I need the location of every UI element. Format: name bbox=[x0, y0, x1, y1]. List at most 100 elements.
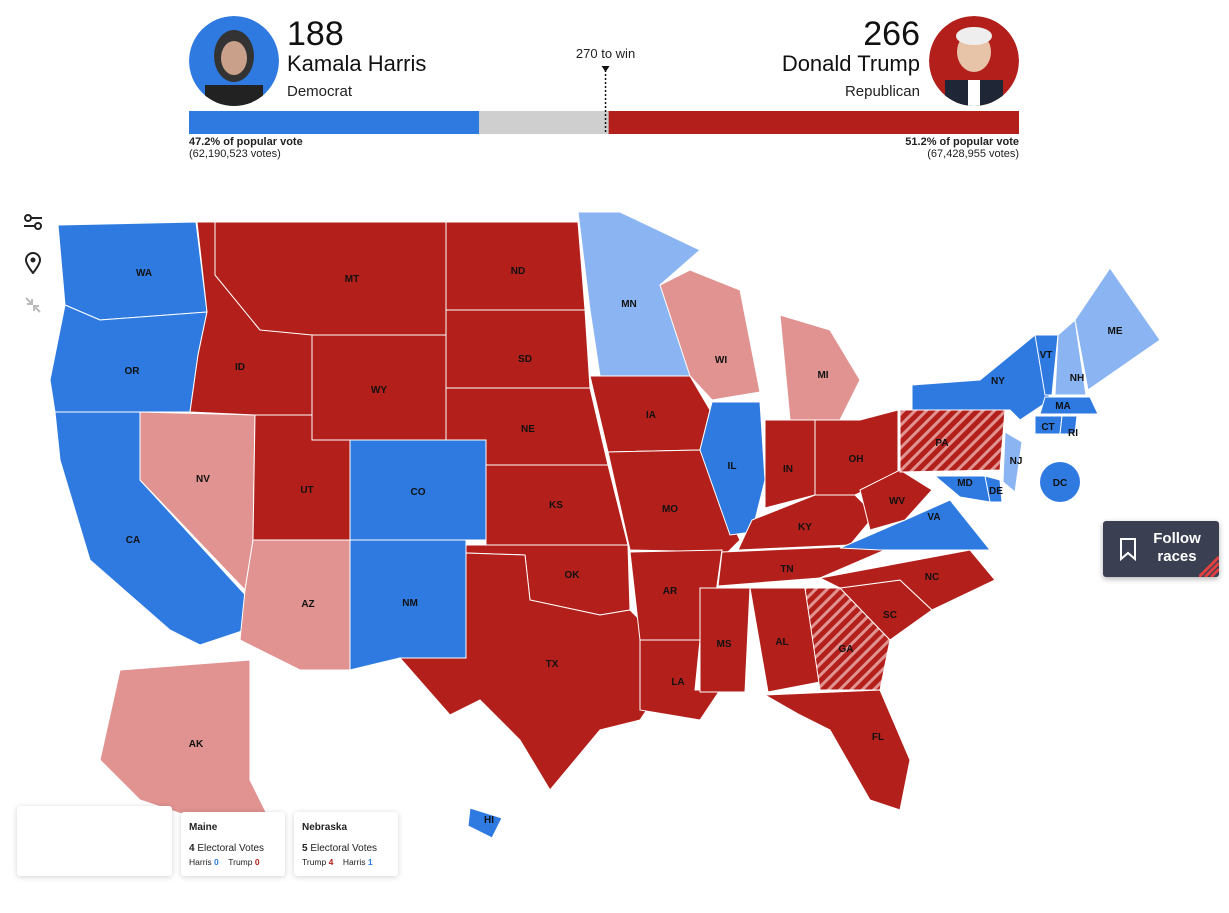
state-label: DC bbox=[1053, 478, 1067, 489]
state-label: CO bbox=[411, 487, 426, 498]
state bbox=[839, 499, 992, 551]
state-label: LA bbox=[671, 677, 684, 688]
location-button[interactable] bbox=[18, 248, 48, 278]
state-label: ME bbox=[1108, 326, 1123, 337]
nebraska-harris-n: 1 bbox=[367, 857, 373, 867]
state-label: DE bbox=[989, 486, 1003, 497]
state-label: WY bbox=[371, 385, 387, 396]
state-label: CT bbox=[1041, 422, 1054, 433]
state bbox=[717, 545, 887, 587]
state-label: TN bbox=[780, 564, 793, 575]
state bbox=[699, 587, 751, 693]
state-label: NY bbox=[991, 376, 1005, 387]
nebraska-ev: 5 Electoral Votes bbox=[302, 843, 377, 854]
state bbox=[859, 469, 933, 531]
state-label: MI bbox=[817, 370, 828, 381]
state bbox=[57, 221, 208, 321]
maine-ev-label: Electoral Votes bbox=[197, 843, 265, 854]
state-label: WV bbox=[889, 496, 905, 507]
state-label: IA bbox=[646, 410, 656, 421]
state-label: MT bbox=[345, 274, 359, 285]
state-label: RI bbox=[1068, 428, 1078, 439]
state-label: GA bbox=[839, 644, 854, 655]
state-label: SC bbox=[883, 610, 897, 621]
state bbox=[899, 409, 1006, 473]
filter-button[interactable] bbox=[18, 207, 48, 237]
state-label: MA bbox=[1055, 401, 1071, 412]
win-label: 270 to win bbox=[576, 46, 635, 61]
maine-harris: Harris bbox=[189, 857, 212, 867]
state bbox=[99, 659, 271, 831]
state-label: AL bbox=[775, 637, 788, 648]
state-label: MO bbox=[662, 504, 678, 515]
nebraska-trump-n: 4 bbox=[328, 857, 334, 867]
state-label: NV bbox=[196, 474, 210, 485]
state bbox=[779, 314, 861, 421]
state-label: VT bbox=[1040, 350, 1053, 361]
state-label: NC bbox=[925, 572, 939, 583]
follow-stripes bbox=[1199, 555, 1219, 577]
state-label: TX bbox=[546, 659, 559, 670]
trump-photo bbox=[929, 16, 1019, 106]
state bbox=[911, 334, 1051, 421]
harris-votes: 188 bbox=[287, 15, 344, 53]
maine-ev: 4 Electoral Votes bbox=[189, 843, 264, 854]
harris-photo bbox=[189, 16, 279, 106]
follow-label: Follow races bbox=[1153, 530, 1201, 565]
follow-button[interactable]: Follow races bbox=[1103, 521, 1219, 577]
state-label: MN bbox=[621, 299, 637, 310]
state-label: NJ bbox=[1010, 456, 1023, 467]
nebraska-ev-label: Electoral Votes bbox=[310, 843, 378, 854]
maine-card: Maine 4 Electoral Votes Harris 0 Trump 0 bbox=[181, 812, 285, 876]
maine-trump-n: 0 bbox=[254, 857, 260, 867]
state bbox=[933, 475, 991, 503]
state-label: OR bbox=[125, 366, 141, 377]
maine-harris-n: 0 bbox=[214, 857, 219, 867]
nebraska-card: Nebraska 5 Electoral Votes Trump 4 Harri… bbox=[294, 812, 398, 876]
state-label: HI bbox=[484, 815, 494, 826]
filter-icon bbox=[24, 214, 42, 230]
state bbox=[214, 221, 447, 336]
state-label: NE bbox=[521, 424, 535, 435]
collapse-button[interactable] bbox=[18, 290, 48, 320]
state-label: FL bbox=[872, 732, 884, 743]
trump-bar bbox=[608, 111, 1019, 134]
state bbox=[467, 807, 503, 839]
harris-party: Democrat bbox=[287, 83, 353, 100]
state-label: IN bbox=[783, 464, 793, 475]
nebraska-split: Trump 4 Harris 1 bbox=[302, 857, 373, 867]
state-label: PA bbox=[935, 438, 948, 449]
trump-party: Republican bbox=[844, 83, 920, 100]
maine-trump: Trump bbox=[228, 857, 253, 867]
state bbox=[1039, 396, 1099, 415]
state bbox=[659, 269, 761, 401]
state bbox=[239, 539, 351, 671]
state-label: NM bbox=[402, 598, 418, 609]
state bbox=[1054, 319, 1087, 396]
state bbox=[1034, 334, 1059, 396]
nebraska-ev-num: 5 bbox=[302, 843, 308, 854]
state-label: VA bbox=[927, 512, 940, 523]
state bbox=[445, 309, 591, 389]
state bbox=[804, 587, 891, 691]
trump-popular: 51.2% of popular vote (67,428,955 votes) bbox=[905, 136, 1019, 160]
state bbox=[1040, 462, 1080, 502]
state bbox=[1074, 267, 1161, 391]
state-label: NH bbox=[1070, 373, 1084, 384]
state-label: OH bbox=[849, 454, 864, 465]
state-label: WA bbox=[136, 268, 152, 279]
state-label: KY bbox=[798, 522, 812, 533]
trump-name: Donald Trump bbox=[781, 51, 920, 76]
state bbox=[1002, 431, 1023, 493]
state-label: SD bbox=[518, 354, 532, 365]
trump-pct: 51.2% of popular vote bbox=[905, 136, 1019, 148]
state-label: CA bbox=[126, 535, 140, 546]
harris-name: Kamala Harris bbox=[287, 51, 427, 76]
state-label: ID bbox=[235, 362, 245, 373]
state-label: MD bbox=[957, 478, 973, 489]
harris-pop-votes: (62,190,523 votes) bbox=[189, 148, 281, 160]
location-icon bbox=[24, 252, 42, 274]
state-label: OK bbox=[565, 570, 581, 581]
